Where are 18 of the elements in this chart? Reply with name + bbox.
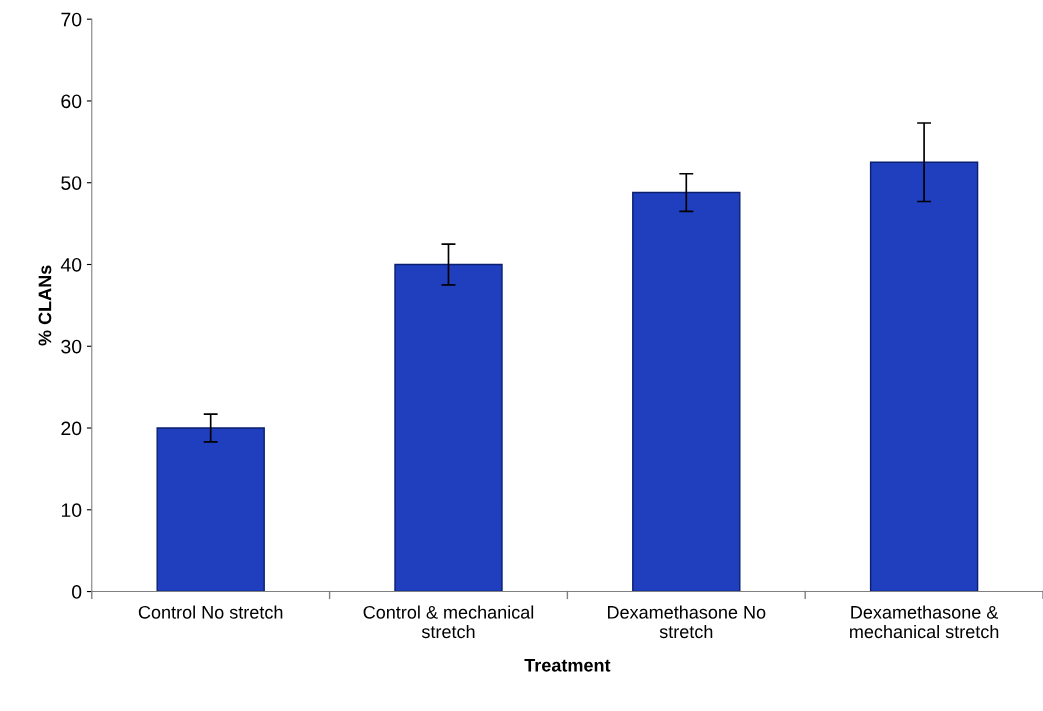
bar	[632, 191, 741, 592]
y-tick-label: 40	[60, 257, 82, 272]
y-tick-label: 50	[61, 176, 82, 190]
x-tick-label: Control & mechanical stretch	[363, 605, 534, 639]
y-tick-label: 60	[61, 94, 82, 109]
x-axis-title: Treatment	[524, 659, 611, 672]
y-tick-label: 30	[61, 339, 82, 354]
bar	[869, 161, 979, 592]
y-tick-label: 20	[61, 421, 82, 436]
y-tick-label: 10	[61, 503, 82, 518]
y-tick-label: 70	[61, 12, 82, 27]
bar	[394, 263, 503, 592]
y-axis-title: % CLANs	[38, 265, 52, 346]
x-tick-label: Control No stretch	[138, 605, 283, 619]
y-tick-label: 0	[72, 585, 82, 599]
x-tick-label: Dexamethasone No stretch	[607, 605, 766, 639]
x-tick-label: Dexamethasone & mechanical stretch	[850, 605, 999, 639]
bar	[156, 427, 265, 592]
